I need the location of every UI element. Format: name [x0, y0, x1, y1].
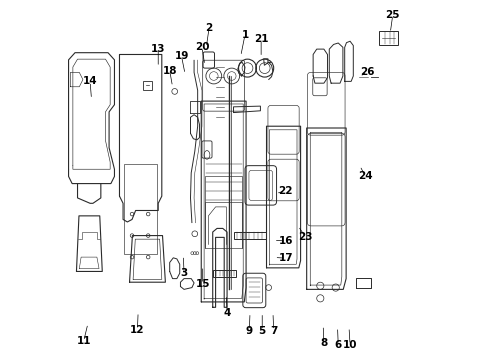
Text: 9: 9 — [246, 325, 253, 336]
Text: 18: 18 — [163, 66, 177, 76]
Text: 6: 6 — [335, 340, 342, 350]
Bar — [205, 176, 243, 248]
Text: 25: 25 — [386, 10, 400, 20]
Text: 14: 14 — [83, 76, 98, 86]
Text: 26: 26 — [360, 67, 374, 77]
Bar — [234, 232, 266, 239]
Text: 3: 3 — [180, 268, 188, 278]
Text: 23: 23 — [298, 232, 313, 242]
Text: 8: 8 — [320, 338, 327, 348]
Text: 24: 24 — [358, 171, 373, 181]
Text: 19: 19 — [174, 51, 189, 61]
Text: 21: 21 — [254, 35, 269, 44]
Text: 17: 17 — [279, 253, 293, 263]
Text: 12: 12 — [130, 325, 145, 335]
Text: 16: 16 — [279, 236, 293, 246]
Text: 11: 11 — [76, 336, 91, 346]
Text: 4: 4 — [223, 308, 231, 318]
Text: 13: 13 — [151, 44, 166, 54]
Bar — [379, 31, 398, 45]
Text: 1: 1 — [242, 30, 248, 40]
Text: 7: 7 — [270, 325, 277, 336]
Text: 5: 5 — [259, 325, 266, 336]
Bar — [124, 164, 157, 255]
Bar — [214, 270, 236, 277]
Text: 20: 20 — [195, 42, 209, 52]
Text: 15: 15 — [196, 279, 210, 289]
Bar — [143, 81, 152, 90]
Text: 2: 2 — [205, 23, 213, 33]
Text: 22: 22 — [278, 186, 293, 196]
Text: 10: 10 — [343, 340, 357, 350]
